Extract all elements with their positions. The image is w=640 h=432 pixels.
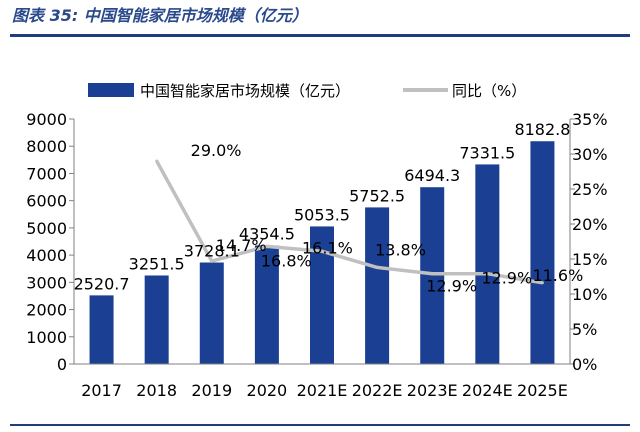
y-tick-label-left: 9000 [26,110,67,129]
yoy-value-label: 29.0% [191,141,242,160]
y-tick-label-left: 8000 [26,137,67,156]
bar-2022E [365,207,390,364]
bar-2024E [475,164,500,364]
bar-2025E [530,141,555,364]
legend-label-line: 同比（%） [452,82,526,100]
legend-swatch-bar [88,83,134,97]
x-tick-label: 2017 [81,381,122,400]
bar-value-label: 7331.5 [459,143,515,162]
x-tick-label: 2023E [407,381,458,400]
y-tick-label-right: 0% [572,355,597,374]
axes: 0 1000 2000 3000 4000 5000 6000 7000 8000 9000 0% 5… [26,110,607,400]
yoy-value-label: 13.8% [375,240,426,259]
yoy-point-2018 [155,159,159,163]
bottom-rule [10,424,630,426]
yoy-line [155,159,544,285]
y-tick-label-left: 5000 [26,219,67,238]
y-tick-label-right: 15% [572,250,608,269]
y-tick-label-left: 1000 [26,328,67,347]
x-tick-label: 2019 [191,381,232,400]
yoy-point-2025E [540,281,544,285]
y-tick-label-left: 2000 [26,301,67,320]
yoy-point-2020 [265,244,269,248]
y-tick-label-left: 6000 [26,192,67,211]
bar-value-label: 2520.7 [74,274,130,293]
yoy-line-path [155,160,543,285]
y-tick-label-right: 30% [572,145,608,164]
yoy-point-2021E [320,249,324,253]
top-rule [10,34,630,37]
x-tick-label: 2025E [517,381,568,400]
y-tick-label-right: 5% [572,320,597,339]
bar-value-label: 5053.5 [294,205,350,224]
bar-2017 [89,295,114,364]
x-tick-label: 2024E [462,381,513,400]
y-tick-label-right: 35% [572,110,608,129]
yoy-point-2024E [485,272,489,276]
y-tick-label-right: 10% [572,285,608,304]
bar-2019 [199,262,224,364]
y-tick-label-left: 4000 [26,246,67,265]
y-tick-label-right: 25% [572,180,608,199]
yoy-point-2022E [375,265,379,269]
x-tick-label: 2018 [136,381,177,400]
y-tick-label-left: 0 [57,355,67,374]
legend-label-bar: 中国智能家居市场规模（亿元） [140,82,350,100]
bar-value-label: 4354.5 [239,224,295,243]
bar-2023E [420,187,445,364]
bar-2020 [254,245,279,364]
yoy-point-2023E [430,272,434,276]
bars [89,141,555,364]
x-tick-label: 2022E [352,381,403,400]
figure-caption: 图表 35: 中国智能家居市场规模（亿元） [12,6,308,25]
bar-2018 [144,275,169,364]
yoy-value-label: 16.8% [261,251,312,270]
yoy-value-label: 12.9% [481,269,532,288]
bar-value-label: 6494.3 [404,166,460,185]
yoy-value-label: 11.6% [532,266,583,285]
yoy-value-label: 16.1% [302,238,353,257]
y-tick-label-right: 20% [572,215,608,234]
x-tick-label: 2020 [247,381,288,400]
yoy-point-2019 [210,259,214,263]
bar-value-label: 3728.1 [184,242,240,261]
yoy-value-label: 12.9% [426,277,477,296]
bar-value-label: 3251.5 [129,254,185,273]
data-labels: 2520.73251.53728.14354.55053.55752.56494… [74,120,584,295]
x-tick-label: 2021E [297,381,348,400]
legend: 中国智能家居市场规模（亿元） 同比（%） [88,82,526,100]
y-tick-label-left: 3000 [26,273,67,292]
yoy-value-label: 14.7% [216,236,267,255]
bar-value-label: 8182.8 [514,120,570,139]
bar-value-label: 5752.5 [349,186,405,205]
y-tick-label-left: 7000 [26,164,67,183]
